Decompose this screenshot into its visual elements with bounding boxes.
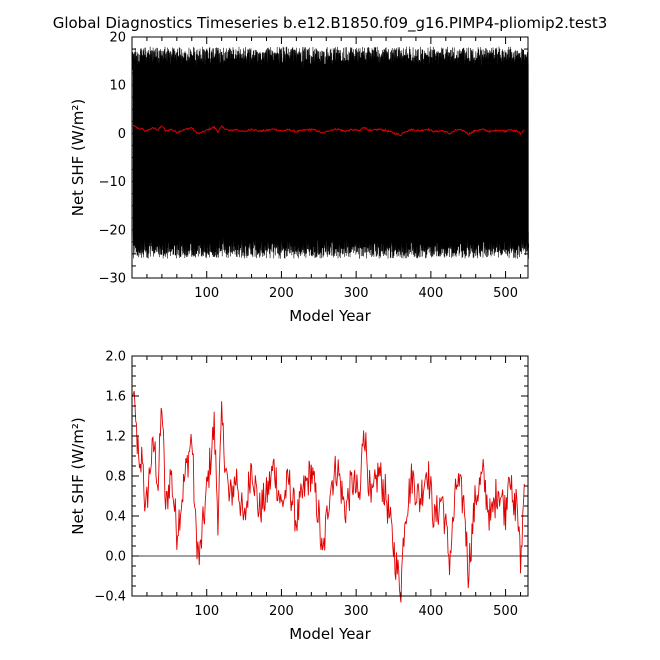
annual-mean-series-path xyxy=(132,390,525,603)
y-tick-label: 1.2 xyxy=(105,430,126,445)
bottom-panel: 100 200 300 400 500 −0.4 0.0 0.4 0.8 1.2 1.6 2.0 M… xyxy=(69,350,529,643)
y-tick-label: −30 xyxy=(99,272,126,287)
bottom-y-axis-label: Net SHF (W/m²) xyxy=(69,417,87,535)
bottom-y-ticks: −0.4 0.0 0.4 0.8 1.2 1.6 2.0 xyxy=(94,350,528,605)
y-tick-label: 0.8 xyxy=(105,470,126,485)
x-tick-label: 500 xyxy=(493,286,518,301)
x-tick-label: 300 xyxy=(344,604,369,619)
y-tick-label: 1.6 xyxy=(105,390,126,405)
x-tick-label: 300 xyxy=(344,286,369,301)
x-tick-label: 100 xyxy=(194,286,219,301)
top-y-axis-label: Net SHF (W/m²) xyxy=(69,99,87,217)
top-y-ticks: −30 −20 −10 0 10 20 xyxy=(99,31,528,287)
top-x-axis-label: Model Year xyxy=(289,307,371,325)
x-tick-label: 100 xyxy=(194,604,219,619)
top-x-ticks: 100 200 300 400 500 xyxy=(146,37,522,301)
annual-mean-series-line xyxy=(132,390,525,603)
y-tick-label: 10 xyxy=(109,79,126,94)
y-tick-label: 2.0 xyxy=(105,350,126,365)
annual-mean-series-line-top xyxy=(132,124,525,137)
figure-title: Global Diagnostics Timeseries b.e12.B185… xyxy=(53,14,608,33)
monthly-series-line xyxy=(132,46,529,259)
top-panel: 100 200 300 400 500 −30 −20 −10 0 10 20 Model Yea… xyxy=(69,31,529,325)
y-tick-label: 0 xyxy=(118,127,126,142)
x-tick-label: 400 xyxy=(418,286,443,301)
y-tick-label: 20 xyxy=(109,31,126,46)
x-tick-label: 500 xyxy=(493,604,518,619)
y-tick-label: 0.0 xyxy=(105,550,126,565)
monthly-series-path xyxy=(132,46,529,259)
x-tick-label: 200 xyxy=(269,604,294,619)
y-tick-label: −0.4 xyxy=(94,590,126,605)
bottom-x-axis-label: Model Year xyxy=(289,625,371,643)
y-tick-label: −20 xyxy=(99,223,126,238)
x-tick-label: 200 xyxy=(269,286,294,301)
y-tick-label: −10 xyxy=(99,175,126,190)
x-tick-label: 400 xyxy=(418,604,443,619)
bottom-x-ticks: 100 200 300 400 500 xyxy=(146,356,522,619)
annual-mean-series-path-top xyxy=(132,124,525,137)
bottom-plot-frame xyxy=(131,355,529,597)
y-tick-label: 0.4 xyxy=(105,510,126,525)
